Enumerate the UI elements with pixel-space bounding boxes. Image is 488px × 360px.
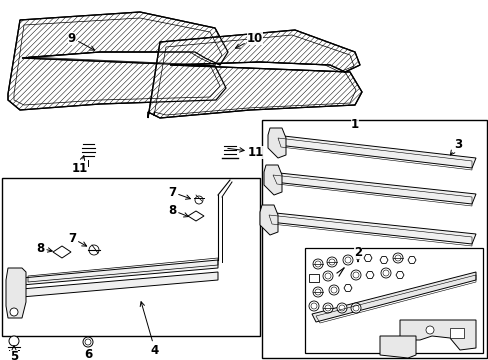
Circle shape — [382, 270, 388, 276]
Bar — [262, 120, 486, 358]
Circle shape — [308, 301, 318, 311]
Circle shape — [394, 255, 400, 261]
Polygon shape — [365, 271, 373, 279]
Text: 4: 4 — [140, 302, 159, 356]
Circle shape — [10, 308, 18, 316]
Circle shape — [314, 261, 320, 267]
Polygon shape — [274, 135, 475, 168]
Bar — [449, 328, 463, 338]
Text: 3: 3 — [449, 139, 461, 155]
Text: 6: 6 — [84, 348, 92, 360]
Polygon shape — [269, 172, 475, 204]
Bar — [305, 248, 482, 353]
Circle shape — [328, 259, 334, 265]
Circle shape — [325, 273, 330, 279]
Circle shape — [352, 305, 358, 311]
Polygon shape — [379, 336, 415, 358]
Polygon shape — [6, 268, 26, 318]
Circle shape — [380, 268, 390, 278]
Text: 8: 8 — [167, 203, 188, 217]
Circle shape — [425, 326, 433, 334]
Text: 11: 11 — [72, 156, 88, 175]
Circle shape — [312, 259, 323, 269]
Polygon shape — [311, 272, 475, 322]
Circle shape — [392, 253, 402, 263]
Polygon shape — [10, 272, 218, 298]
Polygon shape — [264, 165, 282, 195]
Polygon shape — [267, 128, 285, 158]
Circle shape — [328, 285, 338, 295]
Circle shape — [83, 337, 93, 347]
Text: 11: 11 — [227, 145, 264, 158]
Circle shape — [342, 255, 352, 265]
Circle shape — [9, 336, 19, 346]
Circle shape — [314, 289, 320, 295]
Circle shape — [323, 303, 332, 313]
Polygon shape — [395, 271, 403, 279]
Text: 7: 7 — [68, 231, 86, 246]
Circle shape — [195, 196, 203, 204]
Polygon shape — [148, 30, 361, 118]
Bar — [308, 274, 318, 282]
Polygon shape — [53, 246, 71, 258]
Circle shape — [310, 303, 316, 309]
Polygon shape — [8, 12, 227, 110]
Circle shape — [325, 305, 330, 311]
Circle shape — [338, 305, 345, 311]
Circle shape — [336, 303, 346, 313]
Circle shape — [89, 245, 99, 255]
Polygon shape — [343, 284, 351, 292]
Polygon shape — [363, 255, 371, 261]
Bar — [2, 178, 260, 336]
Circle shape — [326, 257, 336, 267]
Text: 7: 7 — [167, 185, 190, 199]
Circle shape — [352, 272, 358, 278]
Polygon shape — [260, 205, 278, 235]
Text: 2: 2 — [353, 246, 361, 261]
Text: 9: 9 — [68, 31, 94, 50]
Polygon shape — [22, 260, 218, 285]
Circle shape — [345, 257, 350, 263]
Circle shape — [323, 271, 332, 281]
Text: 8: 8 — [36, 242, 52, 255]
Polygon shape — [265, 212, 475, 244]
Circle shape — [312, 287, 323, 297]
Polygon shape — [379, 257, 387, 264]
Polygon shape — [407, 257, 415, 264]
Circle shape — [85, 339, 91, 345]
Circle shape — [330, 287, 336, 293]
Circle shape — [350, 303, 360, 313]
Text: 1: 1 — [350, 118, 358, 131]
Circle shape — [350, 270, 360, 280]
Text: 10: 10 — [235, 31, 263, 48]
Polygon shape — [187, 211, 203, 221]
Polygon shape — [399, 320, 475, 350]
Text: 5: 5 — [10, 346, 18, 360]
